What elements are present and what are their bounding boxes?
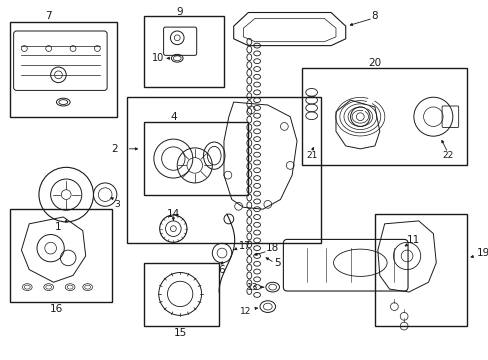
Text: 20: 20: [367, 58, 381, 68]
Text: 4: 4: [170, 112, 176, 122]
Bar: [301, 68, 467, 165]
Bar: [144, 263, 219, 326]
Text: 2: 2: [111, 144, 118, 154]
Bar: [374, 214, 467, 326]
Text: 14: 14: [166, 209, 180, 219]
Text: 17: 17: [238, 241, 250, 251]
Bar: [144, 17, 224, 87]
Text: 11: 11: [407, 235, 420, 246]
Bar: [10, 209, 112, 302]
Text: 7: 7: [45, 12, 52, 21]
Text: 16: 16: [50, 303, 63, 314]
Text: 12: 12: [240, 307, 251, 316]
Text: 19: 19: [476, 248, 488, 258]
Text: 13: 13: [246, 283, 258, 292]
Text: 10: 10: [152, 53, 164, 63]
Text: 1: 1: [55, 222, 61, 232]
Text: 3: 3: [114, 200, 120, 209]
Text: 18: 18: [265, 243, 279, 253]
Text: 8: 8: [371, 12, 377, 21]
Text: 9: 9: [177, 6, 183, 17]
Bar: [144, 122, 248, 195]
Text: 5: 5: [274, 258, 280, 268]
Bar: [126, 97, 321, 243]
Text: 15: 15: [173, 328, 186, 338]
Text: 22: 22: [442, 151, 453, 160]
Text: 21: 21: [305, 151, 317, 160]
Bar: [10, 22, 117, 117]
Text: 6: 6: [218, 265, 225, 275]
